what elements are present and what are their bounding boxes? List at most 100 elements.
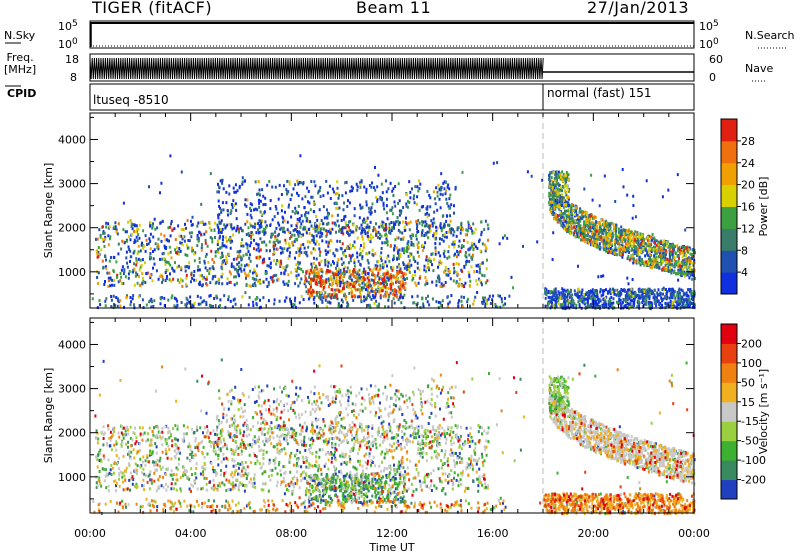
velocity-scatter-6-4 bbox=[549, 375, 570, 414]
velocity-scatter-5-7 bbox=[543, 492, 693, 516]
velocity-xtick-label-5: 20:00 bbox=[577, 527, 609, 540]
velocity-ytick-label-1: 2000 bbox=[58, 427, 86, 440]
velocity-ytick-label-3: 4000 bbox=[58, 338, 86, 351]
nsky-label: N.Sky bbox=[4, 29, 36, 42]
power-colorbar-cell-4 bbox=[721, 184, 737, 207]
velocity-xlabel: Time UT bbox=[368, 541, 414, 554]
power-ytick-label-0: 1000 bbox=[58, 266, 86, 279]
power-scatter-5-1 bbox=[544, 287, 696, 310]
cpid-label: CPID bbox=[7, 87, 37, 100]
velocity-xtick-label-2: 08:00 bbox=[275, 527, 307, 540]
power-scatter-2-5 bbox=[308, 268, 404, 299]
velocity-colorbar-cell-2 bbox=[721, 440, 737, 461]
power-scatter-2-0 bbox=[317, 267, 407, 299]
velocity-colorbar-cell-7 bbox=[721, 343, 737, 364]
velocity-colorbar-label-2: 50 bbox=[741, 376, 755, 389]
velocity-scatter-0-3 bbox=[95, 424, 486, 493]
power-ylabel: Slant Range [km] bbox=[42, 163, 55, 259]
freq-label-line2: [MHz] bbox=[4, 63, 37, 76]
cpid-segment-label-1: ltuseq -8510 bbox=[93, 93, 169, 107]
freq-label-line1: Freq. bbox=[6, 51, 34, 64]
velocity-ytick-label-2: 3000 bbox=[58, 383, 86, 396]
velocity-colorbar-cell-4 bbox=[721, 401, 737, 422]
velocity-colorbar-cell-0 bbox=[721, 479, 737, 500]
power-ytick-label-2: 3000 bbox=[58, 178, 86, 191]
velocity-colorbar-label-1: 100 bbox=[741, 357, 762, 370]
cpid-strip bbox=[89, 83, 695, 111]
nsky-tick-top: 105 bbox=[58, 19, 78, 33]
power-colorbar-cell-2 bbox=[721, 228, 737, 251]
power-scatter-6-2 bbox=[548, 170, 570, 206]
freq-tick-bottom: 8 bbox=[70, 71, 77, 84]
power-scatter-4-7 bbox=[551, 185, 695, 271]
velocity-xtick-label-3: 12:00 bbox=[376, 527, 408, 540]
velocity-colorbar-cell-1 bbox=[721, 460, 737, 481]
freq-tick-top: 18 bbox=[65, 53, 79, 66]
nave-tick-top: 60 bbox=[709, 53, 723, 66]
velocity-panel bbox=[89, 317, 741, 516]
power-scatter-4-4 bbox=[550, 187, 696, 278]
power-scatter-4-2 bbox=[548, 178, 696, 281]
nave-label: Nave bbox=[745, 62, 774, 75]
power-colorbar-label-4: 20 bbox=[741, 179, 755, 192]
velocity-xtick-label-6: 00:00 bbox=[678, 527, 710, 540]
velocity-colorbar-label-6: -100 bbox=[741, 454, 766, 467]
power-colorbar-cell-1 bbox=[721, 250, 737, 273]
power-colorbar-label-1: 8 bbox=[741, 244, 748, 257]
velocity-colorbar-label-3: 15 bbox=[741, 396, 755, 409]
power-scatter-1-4 bbox=[233, 179, 440, 238]
velocity-scatter-6-5 bbox=[548, 388, 557, 404]
power-scatter-5-0 bbox=[544, 287, 696, 311]
velocity-ytick-label-0: 1000 bbox=[58, 471, 86, 484]
power-scatter-4-0 bbox=[549, 187, 696, 280]
power-scatter-3-1 bbox=[110, 294, 502, 309]
velocity-plot-bg bbox=[90, 318, 694, 513]
velocity-colorbar-label-4: -15 bbox=[741, 415, 759, 428]
velocity-scatter-4-4 bbox=[548, 390, 696, 486]
velocity-colorbar-frame bbox=[720, 323, 738, 500]
power-scatter-6-4 bbox=[551, 171, 570, 209]
velocity-colorbar-label-5: -50 bbox=[741, 435, 759, 448]
velocity-colorbar-cell-6 bbox=[721, 362, 737, 383]
power-colorbar-label-5: 24 bbox=[741, 157, 755, 170]
power-panel bbox=[89, 112, 741, 311]
power-scatter-4-5 bbox=[548, 184, 696, 272]
velocity-scatter-4-5 bbox=[551, 401, 694, 483]
freq-label: Freq. [MHz] bbox=[4, 52, 36, 76]
velocity-scatter-6-2 bbox=[548, 375, 570, 413]
beam-title: Beam 11 bbox=[356, 0, 432, 17]
power-scatter-6-3 bbox=[548, 170, 570, 208]
power-colorbar-cell-5 bbox=[721, 162, 737, 186]
nsearch-label: N.Search bbox=[745, 29, 795, 42]
power-scatter-0-0 bbox=[97, 219, 484, 289]
power-scatter-4-1 bbox=[548, 179, 696, 278]
velocity-scatter-3-4 bbox=[92, 499, 500, 512]
velocity-colorbar-cell-3 bbox=[721, 421, 737, 442]
date-title: 27/Jan/2013 bbox=[587, 0, 690, 17]
power-colorbar-cell-3 bbox=[721, 206, 737, 229]
velocity-scatter-5-8 bbox=[550, 492, 696, 515]
nsearch-tick-bottom: 100 bbox=[699, 37, 719, 51]
velocity-ylabel: Slant Range [km] bbox=[42, 368, 55, 464]
velocity-colorbar-cell-5 bbox=[721, 382, 737, 403]
velocity-scatter-5-5 bbox=[543, 492, 696, 516]
power-scatter-2-2 bbox=[304, 268, 400, 299]
radar-title: TIGER (fitACF) bbox=[92, 0, 213, 17]
velocity-xtick-label-1: 04:00 bbox=[175, 527, 207, 540]
nave-tick-bottom: 0 bbox=[709, 71, 716, 84]
velocity-scatter-1-4 bbox=[215, 384, 457, 445]
freq-trace bbox=[89, 57, 544, 80]
power-colorbar-cell-7 bbox=[721, 119, 737, 142]
power-colorbar-label-0: 4 bbox=[741, 266, 748, 279]
power-scatter-5-4 bbox=[546, 287, 676, 310]
power-scatter-2-6 bbox=[304, 267, 407, 299]
velocity-scatter-2-6 bbox=[326, 474, 402, 504]
velocity-colorbar-cell-8 bbox=[721, 324, 737, 344]
cpid-segment-label-2: normal (fast) 151 bbox=[547, 86, 651, 100]
power-colorbar-cell-0 bbox=[721, 272, 737, 295]
velocity-scatter-3-7 bbox=[98, 499, 486, 514]
nsearch-tick-top: 105 bbox=[699, 19, 719, 33]
nsky-strip bbox=[89, 20, 695, 49]
velocity-colorbar-label-7: -200 bbox=[741, 474, 766, 487]
